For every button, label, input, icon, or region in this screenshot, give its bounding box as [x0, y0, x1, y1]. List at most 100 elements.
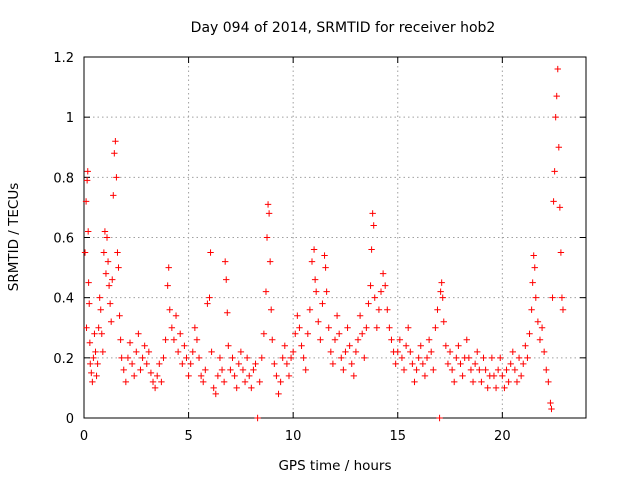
y-tick-label: 1.2 [53, 51, 74, 66]
data-point [105, 282, 113, 289]
data-point [239, 366, 247, 374]
data-points [81, 65, 567, 422]
data-point [536, 336, 544, 343]
data-point [513, 378, 521, 386]
data-point [131, 372, 138, 380]
data-point [260, 330, 268, 337]
data-point [409, 360, 416, 368]
data-point [499, 372, 506, 380]
data-point [511, 366, 519, 374]
data-point [90, 354, 97, 362]
data-point [459, 372, 466, 380]
data-point [457, 360, 464, 368]
data-point [526, 330, 533, 337]
data-point [294, 312, 301, 319]
data-point [124, 354, 132, 362]
data-point [327, 348, 335, 356]
data-point [104, 258, 112, 265]
data-point [531, 264, 538, 271]
data-point [84, 168, 91, 175]
x-tick-label: 10 [285, 429, 302, 444]
data-point [551, 168, 558, 175]
data-point [223, 276, 230, 283]
data-point [162, 336, 169, 343]
data-point [264, 201, 272, 208]
y-tick-label: 0.4 [53, 292, 74, 307]
data-point [322, 264, 329, 271]
data-point [229, 354, 236, 362]
data-point [325, 324, 332, 331]
data-point [145, 348, 153, 356]
data-point [354, 336, 362, 343]
data-point [394, 348, 401, 356]
data-point [174, 348, 182, 356]
data-point [200, 378, 207, 386]
data-point [522, 342, 529, 349]
data-point [214, 372, 222, 380]
data-point [344, 324, 351, 331]
data-point [100, 249, 108, 256]
data-point [189, 348, 196, 356]
data-point [411, 378, 418, 386]
data-point [484, 384, 491, 392]
data-point [99, 348, 107, 356]
data-point [285, 372, 293, 380]
data-point [128, 360, 136, 368]
data-point [252, 360, 259, 368]
data-point [89, 378, 96, 386]
data-point [256, 378, 263, 386]
data-point [379, 270, 387, 277]
data-point [106, 300, 114, 307]
data-point [407, 348, 414, 356]
data-point [139, 354, 146, 362]
data-point [369, 210, 376, 217]
data-point [476, 366, 483, 374]
data-point [543, 366, 550, 374]
data-point [172, 312, 180, 319]
data-point [268, 306, 275, 313]
data-point [356, 312, 364, 319]
data-point [95, 324, 102, 331]
data-point [532, 294, 539, 301]
data-point [151, 384, 159, 392]
x-tick-label: 15 [389, 429, 406, 444]
data-point [348, 360, 355, 368]
data-point [98, 330, 105, 337]
data-point [243, 354, 251, 362]
data-point [110, 192, 117, 199]
data-point [197, 372, 205, 380]
x-tick-label: 5 [184, 429, 192, 444]
data-point [555, 144, 563, 151]
data-point [439, 294, 446, 301]
data-point [361, 354, 368, 362]
data-point [133, 348, 140, 356]
data-point [156, 360, 163, 368]
data-point [558, 294, 566, 301]
data-point [258, 354, 265, 362]
data-point [193, 336, 201, 343]
data-point [492, 384, 500, 392]
data-point [437, 288, 444, 295]
data-point [548, 405, 555, 413]
data-point [509, 348, 516, 356]
data-point [465, 354, 473, 362]
data-point [421, 372, 429, 380]
data-point [122, 378, 130, 386]
data-point [83, 324, 90, 331]
y-tick-label: 0.2 [53, 352, 74, 367]
data-point [342, 348, 349, 356]
chart-title: Day 094 of 2014, SRMTID for receiver hob… [191, 20, 496, 36]
data-point [165, 264, 172, 271]
data-point [112, 138, 119, 145]
data-point [85, 279, 92, 286]
data-point [392, 360, 399, 368]
data-point [265, 210, 273, 217]
data-point [164, 282, 171, 289]
data-point [375, 306, 383, 313]
data-point [208, 348, 215, 356]
data-point [220, 378, 228, 386]
data-point [432, 324, 439, 331]
data-point [97, 306, 104, 313]
data-point [515, 354, 523, 362]
data-point [181, 342, 188, 349]
